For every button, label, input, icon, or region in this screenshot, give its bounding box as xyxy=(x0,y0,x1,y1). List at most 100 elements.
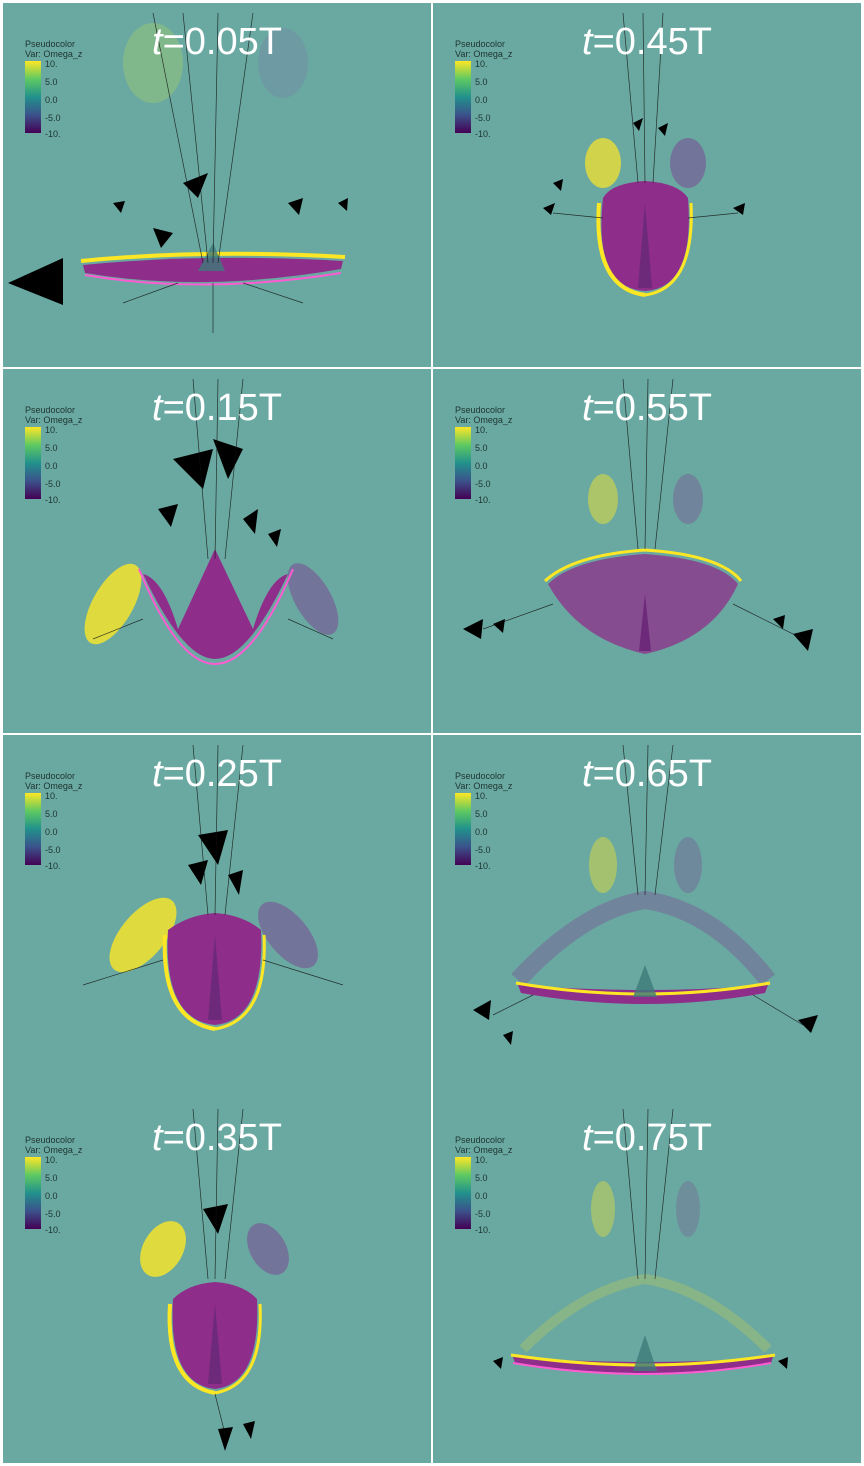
tick-5: 5.0 xyxy=(475,809,488,819)
colorbar xyxy=(25,427,41,499)
velocity-arrows xyxy=(543,118,745,215)
legend-var: Var: Omega_z xyxy=(25,415,83,425)
colorbar-legend: Pseudocolor Var: Omega_z 10. 5.0 0.0 -5.… xyxy=(455,1135,535,1235)
panel-title: t=0.65T xyxy=(582,753,712,795)
tick-5: 5.0 xyxy=(475,77,488,87)
vorticity-blobs xyxy=(123,23,308,103)
tick-10: 10. xyxy=(45,59,58,69)
panel-title: t=0.75T xyxy=(582,1117,712,1159)
panel-title: t=0.05T xyxy=(152,21,282,63)
velocity-arrows xyxy=(473,1000,818,1045)
legend-title: Pseudocolor xyxy=(25,771,76,781)
tick-neg10: -10. xyxy=(475,861,491,871)
tick-10: 10. xyxy=(45,791,58,801)
tick-0: 0.0 xyxy=(475,461,488,471)
panel-t-0-75: Pseudocolor Var: Omega_z 10. 5.0 0.0 -5.… xyxy=(433,1099,861,1463)
tick-5: 5.0 xyxy=(45,443,58,453)
colorbar xyxy=(25,1157,41,1229)
legend-title: Pseudocolor xyxy=(455,1135,506,1145)
tick-neg5: -5.0 xyxy=(45,845,61,855)
legend-title: Pseudocolor xyxy=(25,405,76,415)
panel-title: t=0.15T xyxy=(152,387,282,429)
tick-neg5: -5.0 xyxy=(475,113,491,123)
panel-title: t=0.45T xyxy=(582,21,712,63)
panel-t-0-25: Pseudocolor Var: Omega_z 10. 5.0 0.0 -5.… xyxy=(3,735,431,1099)
tick-neg5: -5.0 xyxy=(475,479,491,489)
panel-t-0-05: Pseudocolor Var: Omega_z 10. 5.0 0.0 -5.… xyxy=(3,3,431,367)
tick-neg5: -5.0 xyxy=(45,1209,61,1219)
vorticity-field xyxy=(8,12,348,333)
colorbar xyxy=(455,61,471,133)
colorbar-legend: Pseudocolor Var: Omega_z 10. 5.0 0.0 -5.… xyxy=(25,1135,105,1235)
panel-title: t=0.35T xyxy=(152,1117,282,1159)
tick-neg10: -10. xyxy=(475,129,491,139)
tick-neg10: -10. xyxy=(45,861,61,871)
legend-var: Var: Omega_z xyxy=(25,1145,83,1155)
velocity-arrows xyxy=(188,830,243,895)
velocity-streamlines xyxy=(122,12,304,333)
tick-neg5: -5.0 xyxy=(45,113,61,123)
colorbar xyxy=(455,1157,471,1229)
vorticity-field xyxy=(473,744,818,1045)
tick-0: 0.0 xyxy=(475,827,488,837)
legend-var: Var: Omega_z xyxy=(455,49,513,59)
tick-neg5: -5.0 xyxy=(475,845,491,855)
tick-10: 10. xyxy=(475,59,488,69)
colorbar xyxy=(25,61,41,133)
simulation-figure-grid: Pseudocolor Var: Omega_z 10. 5.0 0.0 -5.… xyxy=(3,3,861,1463)
panel-title: t=0.25T xyxy=(152,753,282,795)
tick-10: 10. xyxy=(45,425,58,435)
tick-5: 5.0 xyxy=(45,809,58,819)
legend-title: Pseudocolor xyxy=(455,405,506,415)
panel-t-0-65: Pseudocolor Var: Omega_z 10. 5.0 0.0 -5.… xyxy=(433,735,861,1099)
panel-t-0-35: Pseudocolor Var: Omega_z 10. 5.0 0.0 -5.… xyxy=(3,1099,431,1463)
vorticity-field xyxy=(463,378,813,654)
tick-5: 5.0 xyxy=(475,443,488,453)
legend-title: Pseudocolor xyxy=(455,771,506,781)
vorticity-field xyxy=(543,12,745,297)
colorbar-legend: Pseudocolor Var: Omega_z 10. 5.0 0.0 -5.… xyxy=(455,39,535,139)
tick-neg10: -10. xyxy=(45,495,61,505)
velocity-arrows xyxy=(8,173,348,305)
colorbar-legend: Pseudocolor Var: Omega_z 10. 5.0 0.0 -5.… xyxy=(25,771,105,871)
jellyfish-bell xyxy=(143,549,288,659)
tick-neg10: -10. xyxy=(45,129,61,139)
tick-neg10: -10. xyxy=(475,495,491,505)
tick-neg10: -10. xyxy=(45,1225,61,1235)
tick-0: 0.0 xyxy=(45,461,58,471)
tick-5: 5.0 xyxy=(475,1173,488,1183)
legend-title: Pseudocolor xyxy=(25,1135,76,1145)
velocity-arrows xyxy=(493,1357,788,1369)
tick-0: 0.0 xyxy=(45,827,58,837)
colorbar-legend: Pseudocolor Var: Omega_z 10. 5.0 0.0 -5.… xyxy=(455,405,535,505)
panel-t-0-15: Pseudocolor Var: Omega_z 10. 5.0 0.0 -5.… xyxy=(3,369,431,733)
legend-title: Pseudocolor xyxy=(455,39,506,49)
tick-10: 10. xyxy=(475,791,488,801)
tick-5: 5.0 xyxy=(45,77,58,87)
legend-var: Var: Omega_z xyxy=(25,781,83,791)
tick-neg5: -5.0 xyxy=(45,479,61,489)
colorbar-legend: Pseudocolor Var: Omega_z 10. 5.0 0.0 -5.… xyxy=(25,39,105,139)
colorbar-legend: Pseudocolor Var: Omega_z 10. 5.0 0.0 -5.… xyxy=(455,771,535,871)
legend-title: Pseudocolor xyxy=(25,39,76,49)
velocity-arrows xyxy=(158,439,281,547)
tick-0: 0.0 xyxy=(475,95,488,105)
colorbar xyxy=(25,793,41,865)
colorbar-legend: Pseudocolor Var: Omega_z 10. 5.0 0.0 -5.… xyxy=(25,405,105,505)
legend-var: Var: Omega_z xyxy=(25,49,83,59)
vorticity-field xyxy=(493,1108,788,1375)
tick-10: 10. xyxy=(475,425,488,435)
legend-var: Var: Omega_z xyxy=(455,1145,513,1155)
tick-5: 5.0 xyxy=(45,1173,58,1183)
tick-0: 0.0 xyxy=(45,95,58,105)
tick-neg5: -5.0 xyxy=(475,1209,491,1219)
tick-10: 10. xyxy=(45,1155,58,1165)
tick-0: 0.0 xyxy=(475,1191,488,1201)
vorticity-field xyxy=(82,744,344,1031)
legend-var: Var: Omega_z xyxy=(455,415,513,425)
vorticity-field xyxy=(84,378,339,666)
panel-t-0-45: Pseudocolor Var: Omega_z 10. 5.0 0.0 -5.… xyxy=(433,3,861,367)
tick-10: 10. xyxy=(475,1155,488,1165)
panel-title: t=0.55T xyxy=(582,387,712,429)
velocity-arrows xyxy=(203,1204,255,1451)
